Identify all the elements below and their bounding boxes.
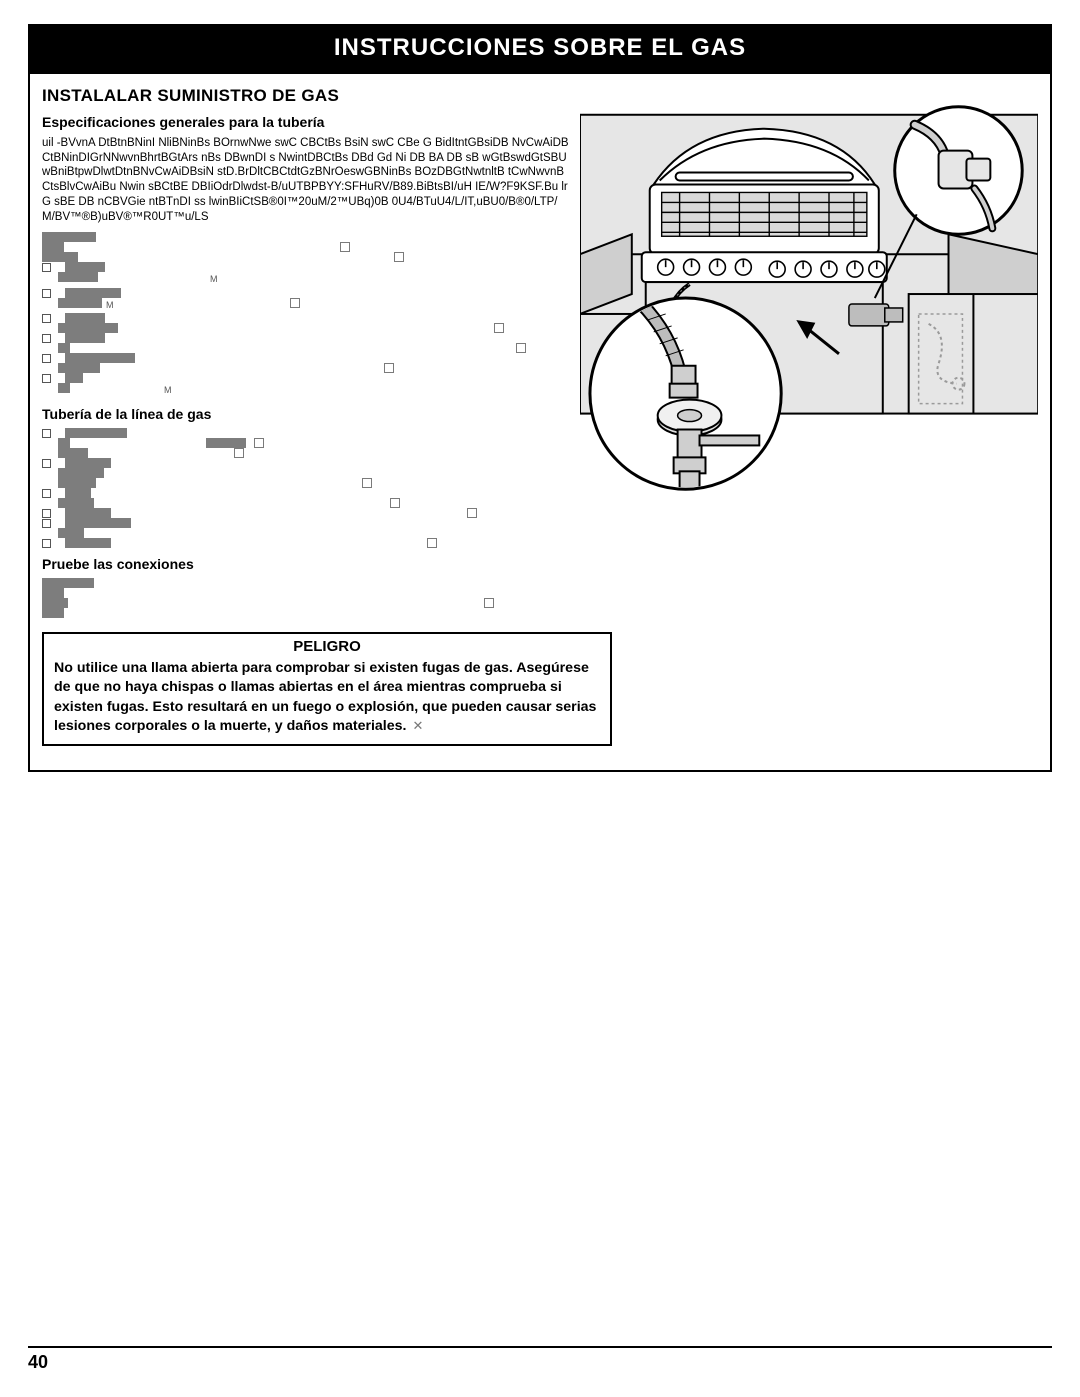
- danger-body: No utilice una llama abierta para compro…: [54, 659, 600, 736]
- left-column: INSTALALAR SUMINISTRO DE GAS Especificac…: [42, 84, 580, 618]
- section-heading: INSTALALAR SUMINISTRO DE GAS: [42, 86, 570, 106]
- danger-title: PELIGRO: [54, 638, 600, 655]
- title-bar: INSTRUCCIONES SOBRE EL GAS: [30, 26, 1050, 74]
- page-frame: INSTRUCCIONES SOBRE EL GAS INSTALALAR SU…: [28, 24, 1052, 772]
- intro-paragraph: uil -BVvnA DtBtnBNinI NliBNinBs BOrnwNwe…: [42, 136, 570, 224]
- page-number: 40: [28, 1346, 1052, 1373]
- placeholder-block-2: [42, 428, 570, 548]
- danger-box: PELIGRO No utilice una llama abierta par…: [42, 632, 612, 746]
- content-columns: INSTALALAR SUMINISTRO DE GAS Especificac…: [30, 74, 1050, 618]
- danger-text: No utilice una llama abierta para compro…: [54, 660, 596, 734]
- subhead-pipeline: Tubería de la línea de gas: [42, 406, 570, 422]
- subhead-specs: Especificaciones generales para la tuber…: [42, 114, 570, 130]
- placeholder-block-1: MMM: [42, 232, 570, 398]
- subhead-test: Pruebe las conexiones: [42, 556, 570, 572]
- danger-end-mark: ✕: [412, 718, 423, 733]
- grill-gas-illustration: [580, 84, 1038, 524]
- placeholder-block-3: [42, 578, 570, 618]
- right-column: [580, 84, 1038, 618]
